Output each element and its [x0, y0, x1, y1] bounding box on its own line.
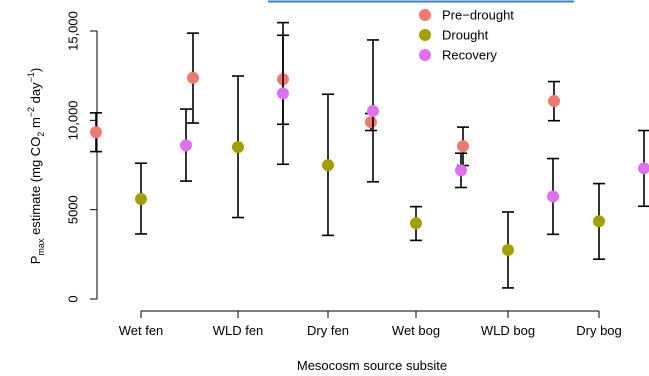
y-tick-label: 0	[65, 295, 80, 302]
data-point	[277, 87, 289, 100]
y-tick-label: 10,000	[65, 100, 80, 140]
x-tick-label: Wet fen	[119, 323, 164, 338]
x-tick-label: WLD bog	[481, 323, 535, 338]
legend-marker	[419, 29, 431, 41]
x-axis: Wet fen WLD fen Dry fen Wet bog WLD bog Dry b…	[119, 310, 622, 338]
data-point	[180, 139, 192, 152]
x-tick-label: Wet bog	[392, 323, 440, 338]
y-axis-title-text: estimate (mg CO	[28, 137, 43, 239]
series-2	[180, 21, 649, 236]
data-point	[135, 192, 147, 205]
x-tick-label: WLD fen	[213, 323, 264, 338]
data-point	[638, 162, 649, 175]
x-axis-title: Mesocosm source subsite	[297, 358, 447, 373]
y-axis-title-text4: )	[28, 68, 43, 72]
data-point	[232, 141, 244, 154]
data-point	[455, 164, 467, 177]
y-axis: 0 5000 10,000 15,000	[65, 11, 98, 303]
legend-label: Recovery	[442, 48, 497, 63]
data-point	[365, 116, 377, 129]
data-point	[593, 215, 605, 228]
data-point	[502, 244, 514, 257]
x-tick-label: Dry fen	[307, 323, 349, 338]
y-axis-title-text2: m	[28, 117, 43, 131]
legend-marker	[419, 9, 431, 21]
y-axis-title-sup1: −2	[26, 107, 36, 117]
legend: Pre−drought Drought Recovery	[419, 8, 514, 63]
y-axis-title-sub: max	[36, 238, 46, 256]
y-axis-title-sub2: 2	[36, 132, 46, 137]
legend-label: Drought	[442, 28, 489, 43]
y-axis-title-p: P	[28, 256, 43, 265]
data-point	[322, 159, 334, 172]
y-tick-label: 15,000	[65, 11, 80, 51]
legend-label: Pre−drought	[442, 8, 514, 23]
series-1	[135, 75, 605, 289]
data-point	[187, 71, 199, 84]
data-point	[547, 190, 559, 203]
data-point	[90, 126, 102, 139]
legend-marker	[419, 49, 431, 61]
series-layer	[90, 21, 649, 289]
data-point	[457, 140, 469, 153]
data-point	[367, 105, 379, 118]
data-point	[548, 95, 560, 108]
x-tick-label: Dry bog	[576, 323, 622, 338]
data-point	[410, 217, 422, 230]
y-tick-label: 5000	[65, 195, 80, 224]
y-axis-title: Pmax estimate (mg CO2 m−2 day−1)	[26, 68, 46, 264]
y-axis-title-sup2: −1	[26, 72, 36, 82]
y-axis-title-text3: day	[28, 82, 43, 107]
